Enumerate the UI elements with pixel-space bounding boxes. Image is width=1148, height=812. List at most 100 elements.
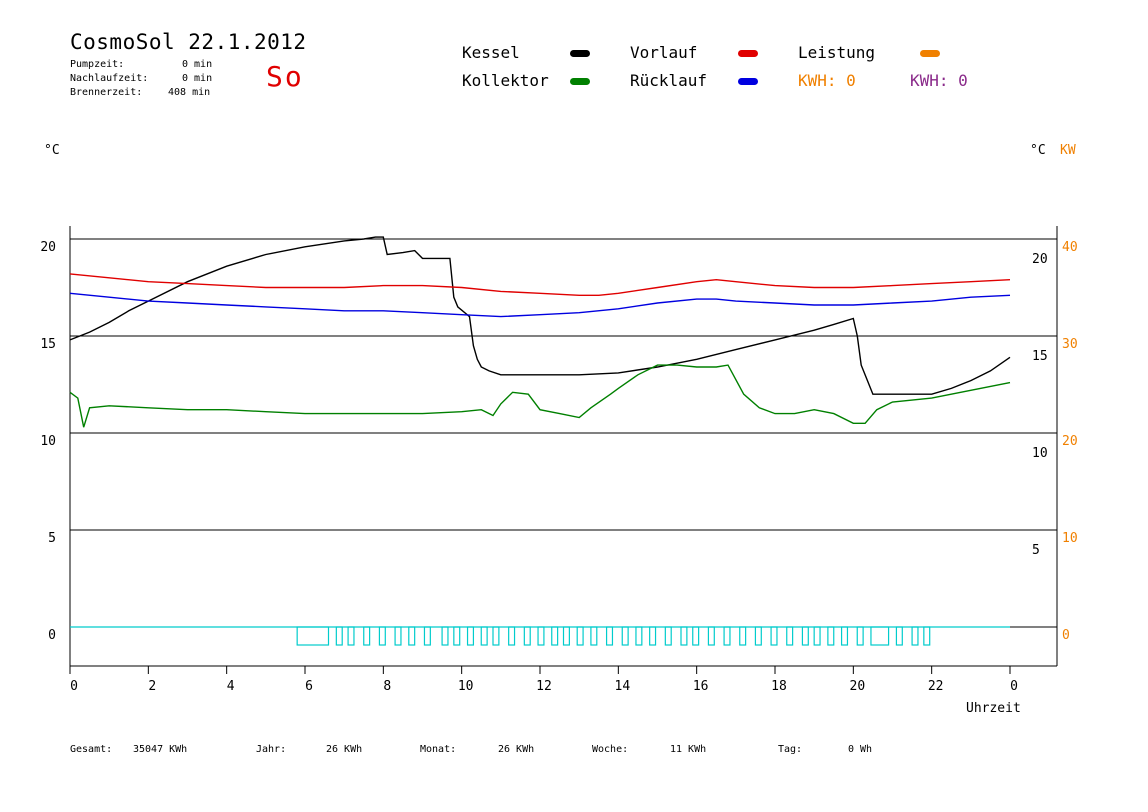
x-tick-label-3: 6 bbox=[305, 679, 313, 694]
right-axis-unit: °C bbox=[1030, 143, 1046, 158]
x-tick-label-6: 12 bbox=[536, 679, 552, 694]
footer-monat-value: 26 KWh bbox=[498, 744, 535, 755]
chart-title: CosmoSol 22.1.2012 bbox=[70, 30, 307, 54]
pump-pulse-17 bbox=[562, 626, 570, 646]
pump-pulse-39 bbox=[895, 626, 903, 646]
legend-leistung-label: Leistung bbox=[798, 43, 876, 62]
x-tick-label-10: 20 bbox=[850, 679, 866, 694]
pump-pulse-35 bbox=[827, 626, 835, 646]
x-tick-label-9: 18 bbox=[771, 679, 787, 694]
pump-pulse-1 bbox=[335, 626, 343, 646]
x-tick-label-4: 8 bbox=[383, 679, 391, 694]
x-tick-label-11: 22 bbox=[928, 679, 944, 694]
x-tick-label-1: 2 bbox=[148, 679, 156, 694]
legend-vorlauf-label: Vorlauf bbox=[630, 43, 698, 62]
pump-pulse-16 bbox=[551, 626, 559, 646]
pump-pulse-23 bbox=[649, 626, 657, 646]
pump-pulse-27 bbox=[707, 626, 715, 646]
pump-pulse-34 bbox=[813, 626, 821, 646]
x-tick-label-0: 0 bbox=[70, 679, 78, 694]
footer-gesamt-label: Gesamt: bbox=[70, 744, 113, 755]
weekday-label: So bbox=[266, 60, 304, 93]
pump-pulse-30 bbox=[754, 626, 762, 646]
pump-pulse-11 bbox=[480, 626, 488, 646]
pump-pulse-14 bbox=[523, 626, 531, 646]
y-tick-right-c-10: 10 bbox=[1032, 446, 1048, 461]
pump-pulse-26 bbox=[692, 626, 700, 646]
pump-pulse-13 bbox=[508, 626, 516, 646]
legend-kwh-leistung: KWH: 0 bbox=[798, 71, 856, 90]
brenner-time-label: Brennerzeit: bbox=[70, 87, 143, 98]
pump-pulse-33 bbox=[801, 626, 809, 646]
y-tick-right-kw-40: 40 bbox=[1062, 240, 1078, 255]
x-tick-label-8: 16 bbox=[693, 679, 709, 694]
legend-kollektor-label: Kollektor bbox=[462, 71, 549, 90]
pump-pulse-40 bbox=[911, 626, 919, 646]
x-axis-label: Uhrzeit bbox=[966, 701, 1021, 716]
right-axis-unit-kw: KW bbox=[1060, 143, 1076, 158]
y-tick-right-c-5: 5 bbox=[1032, 543, 1040, 558]
y-tick-left-5: 5 bbox=[48, 531, 56, 546]
pump-pulse-25 bbox=[680, 626, 688, 646]
pump-pulse-28 bbox=[723, 626, 731, 646]
footer-woche-label: Woche: bbox=[592, 744, 629, 755]
pump-pulse-15 bbox=[537, 626, 545, 646]
pump-pulse-12 bbox=[492, 626, 500, 646]
pump-pulse-18 bbox=[576, 626, 584, 646]
pump-pulse-8 bbox=[441, 626, 449, 646]
pump-pulse-31 bbox=[770, 626, 778, 646]
pump-pulse-10 bbox=[466, 626, 475, 646]
y-tick-left-10: 10 bbox=[40, 434, 56, 449]
legend-kessel-label: Kessel bbox=[462, 43, 520, 62]
legend-leistung-swatch bbox=[920, 50, 940, 57]
y-tick-right-c-15: 15 bbox=[1032, 349, 1048, 364]
footer-jahr-label: Jahr: bbox=[256, 744, 287, 755]
y-tick-left-0: 0 bbox=[48, 628, 56, 643]
pump-pulse-4 bbox=[378, 626, 386, 646]
pump-pulse-20 bbox=[605, 626, 614, 646]
legend-ruecklauf-swatch bbox=[738, 78, 758, 85]
footer-monat-label: Monat: bbox=[420, 744, 457, 755]
footer-gesamt-value: 35047 KWh bbox=[133, 744, 188, 755]
legend-ruecklauf-label: Rücklauf bbox=[630, 71, 708, 90]
series-line-kessel bbox=[69, 236, 1011, 395]
pump-pulse-7 bbox=[423, 626, 431, 646]
legend-kwh-second: KWH: 0 bbox=[910, 71, 968, 90]
series-line-vorlauf bbox=[69, 273, 1011, 296]
legend-kollektor-swatch bbox=[570, 78, 590, 85]
x-tick-label-2: 4 bbox=[227, 679, 235, 694]
x-tick-label-5: 10 bbox=[458, 679, 474, 694]
footer-tag-label: Tag: bbox=[778, 744, 803, 755]
pump-pulse-2 bbox=[347, 626, 355, 646]
y-tick-right-c-20: 20 bbox=[1032, 252, 1048, 267]
footer-tag-value: 0 Wh bbox=[848, 744, 873, 755]
pump-pulse-3 bbox=[363, 626, 371, 646]
footer-woche-value: 11 KWh bbox=[670, 744, 707, 755]
y-tick-right-kw-10: 10 bbox=[1062, 531, 1078, 546]
y-tick-left-15: 15 bbox=[40, 337, 56, 352]
series-line-rücklauf bbox=[69, 292, 1011, 318]
pump-pulse-36 bbox=[840, 626, 849, 646]
pump-time-label: Pumpzeit: bbox=[70, 59, 125, 70]
pump-pulse-19 bbox=[590, 626, 598, 646]
pump-pulse-5 bbox=[394, 626, 402, 646]
y-tick-right-kw-30: 30 bbox=[1062, 337, 1078, 352]
pump-pulse-38 bbox=[870, 626, 890, 646]
y-tick-left-20: 20 bbox=[40, 240, 56, 255]
pump-pulse-37 bbox=[856, 626, 864, 646]
x-tick-label-7: 14 bbox=[615, 679, 631, 694]
nachlauf-time-label: Nachlaufzeit: bbox=[70, 73, 149, 84]
legend-vorlauf-swatch bbox=[738, 50, 758, 57]
x-tick-label-12: 0 bbox=[1010, 679, 1018, 694]
y-tick-right-kw-0: 0 bbox=[1062, 628, 1070, 643]
pump-pulse-6 bbox=[408, 626, 416, 646]
pump-pulse-9 bbox=[453, 626, 461, 646]
pump-pulse-29 bbox=[739, 626, 747, 646]
nachlauf-time-value: 0 min bbox=[182, 73, 213, 84]
legend-kessel-swatch bbox=[570, 50, 590, 57]
pump-pulse-41 bbox=[923, 626, 931, 646]
pump-pulse-21 bbox=[621, 626, 629, 646]
pump-pulse-0 bbox=[296, 626, 330, 646]
y-tick-right-kw-20: 20 bbox=[1062, 434, 1078, 449]
